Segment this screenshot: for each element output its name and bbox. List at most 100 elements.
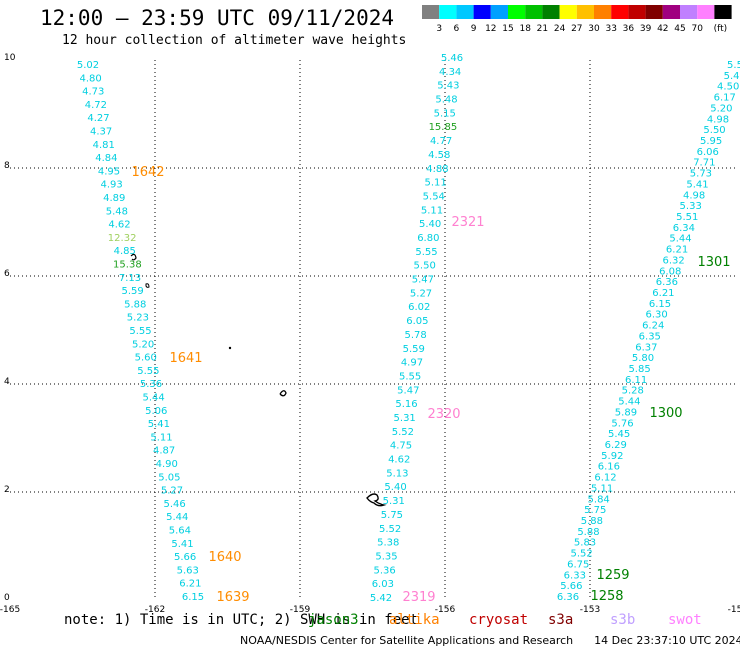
swh-value: 6.34	[673, 223, 695, 234]
swh-value: 5.66	[174, 552, 196, 563]
swh-value: 6.11	[625, 375, 647, 386]
chart-title: 12:00 — 23:59 UTC 09/11/2024	[40, 6, 395, 30]
footer-credit: NOAA/NESDIS Center for Satellite Applica…	[240, 634, 740, 647]
swh-value: 4.98	[707, 114, 729, 125]
satellite-label-altika: altika	[389, 612, 440, 628]
swh-value: 5.52	[379, 524, 401, 535]
swh-value: 5.47	[397, 385, 419, 396]
legend-label: 9	[471, 24, 477, 34]
pass-time-label: 1301	[697, 255, 730, 270]
legend-swatch	[611, 5, 629, 19]
pass-time-label: 1641	[169, 351, 202, 366]
legend-label: 36	[623, 24, 635, 34]
swh-value: 5.11	[421, 205, 443, 216]
legend-label: 30	[588, 24, 600, 34]
swh-value: 5.75	[381, 510, 403, 521]
satellite-label-cryosat: cryosat	[469, 612, 529, 628]
swh-value: 5.84	[588, 494, 610, 505]
swh-value: 6.06	[697, 147, 719, 158]
swh-value: 6.02	[408, 302, 430, 313]
swh-value: 5.78	[404, 330, 426, 341]
legend-label: 18	[519, 24, 531, 34]
swh-value: 5.28	[622, 386, 644, 397]
legend-swatch	[490, 5, 508, 19]
satellite-label-swot: swot	[668, 612, 702, 628]
swh-value: 5.31	[394, 413, 416, 424]
swh-value: 5.45	[608, 429, 630, 440]
swh-value: 5.83	[574, 538, 596, 549]
legend-swatch	[422, 5, 440, 19]
swh-value: 4.93	[100, 180, 122, 191]
swh-value: 5.5	[727, 60, 740, 71]
swh-value: 5.48	[106, 206, 128, 217]
legend-swatch	[456, 5, 474, 19]
swh-value: 4.84	[95, 153, 117, 164]
swh-value: 5.23	[127, 313, 149, 324]
legend-label: 3	[436, 24, 442, 34]
footer-timestamp: 14 Dec 23:37:10 UTC 2024	[594, 634, 740, 647]
swh-value: 6.15	[182, 592, 204, 603]
legend-label: 27	[571, 24, 582, 34]
swh-value: 5.46	[163, 499, 185, 510]
pass-time-label: 2319	[402, 590, 435, 605]
swh-value: 5.27	[161, 486, 183, 497]
swh-value: 15.85	[429, 122, 458, 133]
swh-value: 5.89	[615, 407, 637, 418]
swh-value: 5.20	[132, 339, 154, 350]
swh-value: 15.38	[113, 260, 142, 271]
legend-swatch	[594, 5, 612, 19]
swh-value: 5.41	[148, 419, 170, 430]
swh-value: 4.72	[85, 100, 107, 111]
satellite-label-s3b: s3b	[610, 612, 636, 628]
swh-value: 4.88	[426, 164, 448, 175]
swh-value: 6.12	[594, 473, 616, 484]
swh-value: 6.33	[564, 570, 586, 581]
swh-value: 6.80	[417, 233, 439, 244]
swh-value: 5.66	[560, 581, 582, 592]
swh-value: 5.06	[145, 406, 167, 417]
legend-swatch	[439, 5, 457, 19]
x-tick-label: -159	[290, 605, 311, 615]
swh-value: 12.32	[108, 233, 137, 244]
swh-value: 4.87	[153, 446, 175, 457]
swh-value: 5.11	[424, 178, 446, 189]
swh-value: 5.33	[680, 201, 702, 212]
swh-value: 5.05	[158, 472, 180, 483]
satellite-label-s3a: s3a	[548, 612, 574, 628]
legend-label: (ft)	[714, 24, 728, 34]
coastline	[130, 253, 387, 507]
swh-value: 6.75	[567, 559, 589, 570]
swh-value: 5.76	[611, 418, 633, 429]
swh-value: 6.30	[645, 310, 667, 321]
swh-value: 5.44	[166, 512, 188, 523]
swh-value: 6.17	[714, 93, 736, 104]
swh-value: 5.41	[171, 539, 193, 550]
swh-value: 5.50	[703, 125, 725, 136]
swh-value: 4.95	[98, 166, 120, 177]
legend-swatch	[645, 5, 663, 19]
swh-value: 4.50	[717, 82, 739, 93]
swh-value: 6.29	[605, 440, 627, 451]
y-tick-label: 2	[4, 485, 10, 495]
swh-value: 4.62	[108, 220, 130, 231]
color-legend: 3 6 9 12 15 18 21 24 27 30 33 36 39 42 45 70 (ft)	[422, 5, 732, 34]
swh-value: 6.08	[659, 266, 681, 277]
pass-time-label: 1642	[131, 165, 164, 180]
swh-value: 4.37	[90, 127, 112, 138]
swh-value: 4.75	[390, 441, 412, 452]
satellite-label-jason3: jason3	[308, 612, 359, 628]
legend-swatch	[508, 5, 526, 19]
swh-value: 5.59	[403, 344, 425, 355]
swh-value: 5.73	[690, 169, 712, 180]
swh-value: 4.80	[79, 73, 101, 84]
swh-value: 4.27	[87, 113, 109, 124]
swh-value: 5.88	[577, 527, 599, 538]
swh-value: 5.55	[399, 371, 421, 382]
swh-value: 4.90	[156, 459, 178, 470]
swh-value: 5.55	[137, 366, 159, 377]
swh-value: 6.37	[635, 342, 657, 353]
swh-value: 5.55	[415, 247, 437, 258]
swh-value: 4.73	[82, 87, 104, 98]
x-tick-label: -156	[435, 605, 456, 615]
